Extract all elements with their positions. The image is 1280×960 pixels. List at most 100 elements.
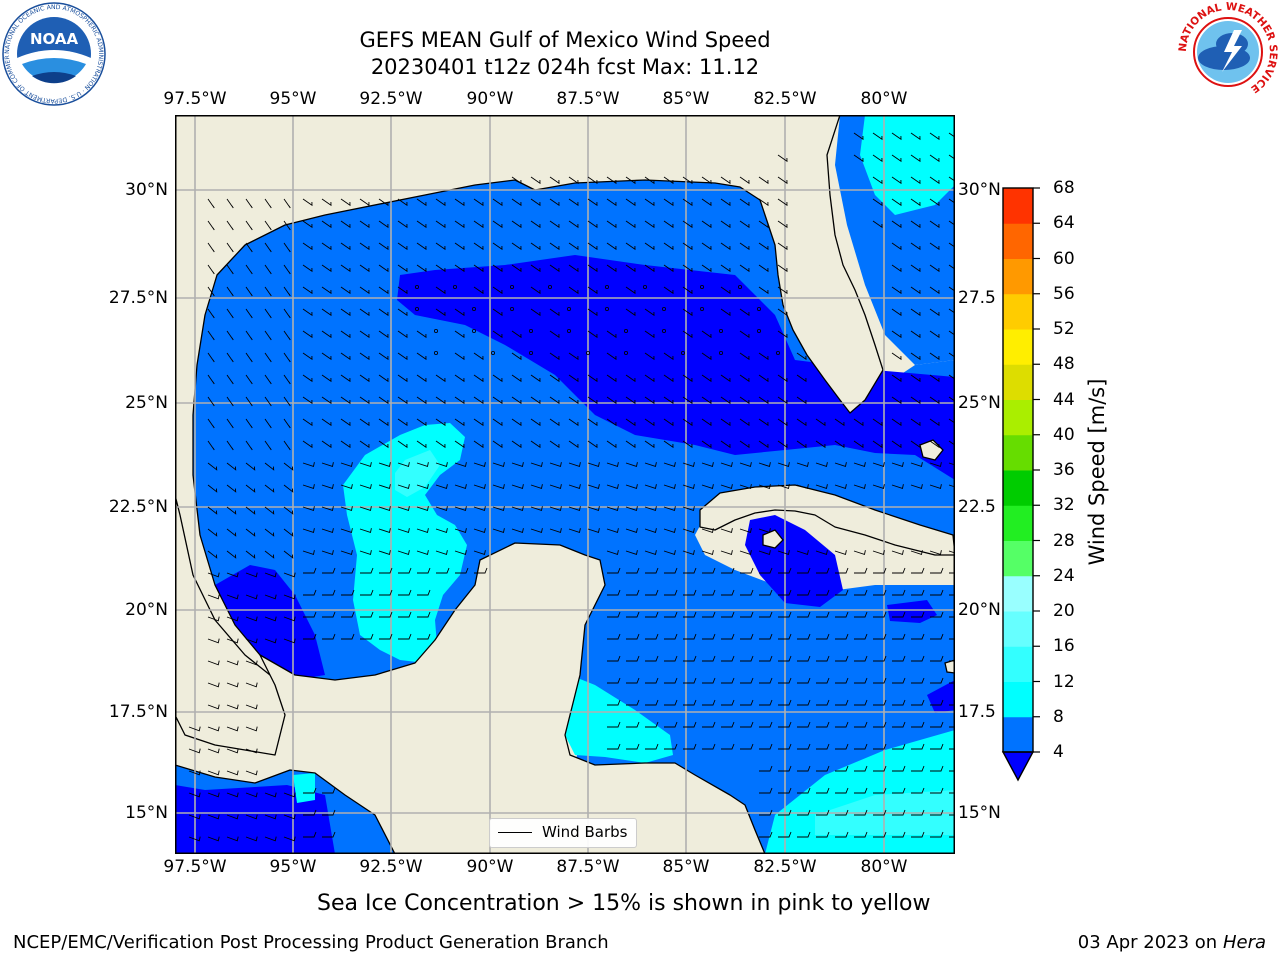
wind-barb — [473, 528, 486, 533]
wind-barb — [568, 506, 581, 511]
wind-barb — [454, 242, 465, 251]
wind-barb — [720, 198, 731, 207]
wind-barb — [359, 242, 370, 251]
wind-barb — [397, 330, 408, 339]
wind-barb — [606, 220, 617, 229]
wind-barb — [626, 699, 640, 706]
wind-barb — [853, 154, 864, 163]
wind-barb — [226, 506, 237, 515]
wind-barb — [720, 176, 731, 185]
wind-barb — [321, 330, 332, 339]
wind-barb — [378, 242, 389, 251]
wind-barb — [511, 462, 524, 467]
wind-barb — [929, 484, 942, 489]
wind-barb — [892, 765, 906, 772]
colorbar-bins — [1003, 188, 1033, 753]
wind-barb — [796, 462, 809, 467]
wind-barb — [891, 396, 902, 405]
wind-barb — [607, 567, 621, 574]
wind-barb-calm — [528, 328, 533, 333]
wind-barb — [644, 440, 655, 449]
wind-barb — [207, 352, 215, 363]
wind-barb — [797, 611, 811, 618]
wind-barb — [664, 677, 678, 684]
wind-barb — [397, 528, 410, 533]
wind-barb — [701, 462, 714, 467]
wind-barb — [359, 550, 372, 555]
wind-barb — [796, 352, 807, 361]
wind-barb — [417, 589, 431, 596]
wind-barb — [682, 462, 695, 467]
wind-barb — [303, 831, 317, 838]
wind-barb — [226, 528, 237, 537]
wind-barb — [911, 633, 925, 640]
colorbar-level-label: 36 — [1053, 460, 1075, 480]
wind-barb — [302, 462, 315, 467]
wind-barb — [245, 704, 258, 710]
wind-barb — [359, 396, 370, 405]
wind-barb — [264, 352, 272, 363]
wind-barb — [435, 286, 446, 295]
wind-barb-calm — [566, 306, 571, 311]
colorbar — [1001, 187, 1040, 782]
wind-barb — [911, 677, 925, 684]
colorbar-level-label: 68 — [1053, 178, 1075, 198]
wind-barb — [587, 286, 598, 295]
colorbar-level-label: 48 — [1053, 354, 1075, 375]
wind-barb — [226, 418, 234, 429]
wind-barb — [226, 616, 239, 622]
wind-barb — [948, 176, 955, 182]
wind-barb — [873, 765, 887, 772]
wind-barb — [283, 220, 291, 231]
wind-barb — [226, 682, 239, 688]
wind-barb — [435, 308, 446, 317]
wind-barb — [322, 589, 336, 596]
wind-barb-calm — [776, 350, 781, 355]
lat-tick-right: 17.5 — [958, 702, 996, 722]
wind-barb — [758, 374, 769, 383]
wind-barb — [797, 743, 811, 750]
wind-barb — [302, 242, 313, 251]
wind-barb — [283, 242, 291, 253]
wind-barb — [873, 611, 887, 618]
lon-tick-bottom: 97.5°W — [163, 857, 227, 877]
wind-barb — [283, 572, 296, 578]
wind-barb — [796, 550, 809, 555]
wind-barb — [644, 264, 655, 273]
wind-barb — [264, 264, 272, 275]
wind-barb-calm — [642, 284, 647, 289]
wind-barb — [549, 440, 560, 449]
wind-barb — [340, 308, 351, 317]
map-title: GEFS MEAN Gulf of Mexico Wind Speed — [359, 28, 771, 52]
wind-barb — [226, 594, 239, 600]
wind-barb — [682, 198, 693, 207]
wind-barb — [264, 374, 272, 385]
lon-tick-bottom: 95°W — [269, 857, 317, 877]
wind-barb — [759, 743, 773, 750]
wind-barb — [777, 220, 788, 229]
wind-barb — [606, 462, 619, 467]
wind-barb — [226, 550, 237, 559]
wind-barb — [853, 440, 864, 449]
wind-barb — [948, 220, 955, 226]
wind-barb — [816, 831, 830, 838]
wind-barb — [930, 699, 944, 706]
wind-barb — [778, 721, 792, 728]
wind-barb — [644, 220, 655, 229]
wind-barb — [264, 638, 277, 644]
wind-barb — [360, 567, 374, 574]
wind-barb — [607, 655, 621, 662]
land-isla-juventud — [762, 529, 784, 549]
wind-barb — [701, 220, 712, 229]
wind-barb — [720, 484, 733, 489]
wind-barb — [207, 770, 220, 776]
wind-barb — [777, 286, 788, 295]
wind-barb — [758, 242, 769, 251]
wind-barb — [549, 198, 560, 207]
wind-barb — [759, 765, 773, 772]
wind-barb — [435, 396, 446, 405]
wind-barb — [777, 484, 790, 489]
wind-barb — [340, 264, 351, 273]
wind-barb — [606, 506, 619, 511]
colorbar-bin — [1003, 540, 1033, 577]
